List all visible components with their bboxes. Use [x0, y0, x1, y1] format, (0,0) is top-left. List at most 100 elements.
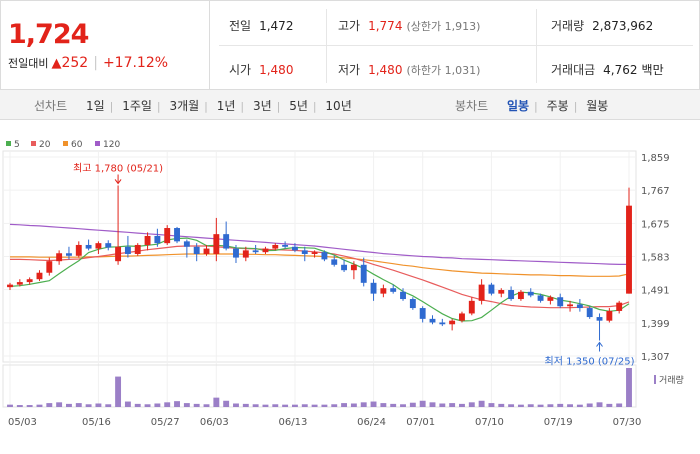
candle-body — [459, 313, 465, 321]
candle-body — [105, 243, 112, 248]
tab-separator: | — [240, 100, 245, 113]
y-tick-label: 1,583 — [641, 253, 670, 264]
volume-bar — [291, 404, 298, 407]
tab-1d[interactable]: 1일 — [85, 99, 105, 113]
tab-5y[interactable]: 5년 — [289, 99, 308, 113]
change-value: 252 — [61, 55, 89, 71]
volume-bar — [134, 403, 141, 407]
y-axis: 1,307 1,399 1,491 1,583 1,675 1,767 1,859 — [641, 153, 670, 363]
volume-bar — [223, 400, 230, 407]
candle-body — [56, 253, 63, 262]
divider — [219, 45, 693, 46]
tab-weekly[interactable]: 주봉 — [546, 99, 569, 113]
tab-1w[interactable]: 1주일 — [122, 99, 152, 113]
tab-separator: | — [312, 100, 317, 113]
stat-label: 거래대금 — [551, 63, 596, 77]
candle-body — [419, 308, 426, 319]
volume-bar — [331, 404, 338, 407]
candle-body — [498, 290, 505, 294]
candle-body — [95, 243, 102, 249]
volume-bar — [586, 403, 593, 407]
volume-bar — [350, 403, 357, 407]
legend-label-5: 5 — [14, 140, 20, 150]
volume-bar — [537, 404, 544, 407]
candle-body — [144, 235, 151, 245]
candle-body — [154, 235, 161, 244]
candlestick-chart[interactable]: 5 20 60 120 최고 1,780 (05/21) 최저 1,350 (07/25… — [0, 121, 700, 450]
stat-prev-close: 전일 1,472 — [229, 17, 293, 34]
volume-bar — [390, 403, 397, 407]
y-tick-label: 1,399 — [641, 319, 670, 330]
tab-3y[interactable]: 3년 — [252, 99, 272, 113]
volume-bar — [626, 368, 632, 407]
volume-bar — [459, 403, 465, 407]
y-tick-label: 1,675 — [641, 219, 670, 230]
volume-bar — [547, 404, 554, 407]
candle-body — [282, 244, 289, 247]
volume-bar — [527, 404, 534, 407]
tab-10y[interactable]: 10년 — [325, 99, 352, 113]
candle-body — [517, 291, 524, 300]
chart-period-tabs: 선차트 1일 | 1주일 | 3개월 | 1년 | 3년 | 5년 | 10년 봉차트 일봉… — [0, 90, 700, 120]
change-row: 전일대비 ▲252 | +17.12% — [8, 55, 168, 71]
volume-bar — [468, 402, 475, 407]
legend-label-60: 60 — [71, 140, 83, 150]
x-tick-label: 07/30 — [613, 417, 642, 428]
candle-body — [596, 317, 603, 321]
candle-body — [272, 244, 279, 249]
tab-daily[interactable]: 일봉 — [506, 99, 530, 113]
volume-bar — [252, 404, 259, 407]
grid — [2, 150, 637, 408]
candle-body — [380, 288, 387, 294]
volume-bar — [85, 404, 92, 407]
candle-body — [626, 205, 632, 294]
tab-1y[interactable]: 1년 — [216, 99, 236, 113]
y-tick-label: 1,307 — [641, 352, 670, 363]
stat-value: 1,774 — [368, 19, 403, 33]
candle-body — [203, 248, 210, 254]
candle-body — [321, 252, 328, 260]
stat-value: 1,472 — [259, 19, 294, 33]
legend-swatch-60 — [63, 141, 68, 146]
volume-legend-swatch — [654, 375, 656, 384]
volume-bar — [164, 402, 171, 407]
candle-body — [85, 244, 92, 249]
volume-bars: 거래량 — [7, 368, 684, 407]
tab-separator: | — [109, 100, 114, 113]
volume-bar — [193, 403, 200, 407]
tab-separator: | — [573, 100, 578, 113]
volume-bar — [606, 403, 613, 407]
volume-bar — [439, 403, 446, 407]
candle-body — [75, 244, 82, 256]
volume-bar — [183, 403, 190, 407]
candle-body — [164, 228, 171, 244]
y-tick-label: 1,767 — [641, 186, 670, 197]
volume-label: 거래량 — [659, 374, 684, 386]
stat-label: 거래량 — [551, 19, 585, 33]
low-annotation-arrowhead — [596, 341, 603, 347]
x-tick-label: 05/27 — [151, 417, 180, 428]
x-tick-label: 06/13 — [279, 417, 308, 428]
stat-open: 시가 1,480 — [229, 61, 293, 78]
volume-bar — [567, 404, 573, 407]
candle-body — [439, 322, 446, 325]
divider — [326, 9, 327, 83]
candle-body — [193, 246, 200, 254]
tab-monthly[interactable]: 월봉 — [586, 99, 609, 113]
volume-bar — [508, 404, 515, 407]
volume-bar — [498, 403, 505, 407]
volume-panel-border — [2, 364, 637, 408]
legend: 5 20 60 120 — [6, 140, 120, 150]
candle-body — [400, 291, 406, 300]
volume-bar — [409, 402, 416, 407]
ma5-line — [9, 237, 630, 322]
volume-bar — [46, 403, 53, 407]
tab-3m[interactable]: 3개월 — [169, 99, 200, 113]
volume-bar — [36, 404, 43, 407]
candle-body — [390, 288, 397, 292]
x-tick-label: 07/19 — [544, 417, 573, 428]
candle-chart-label: 봉차트 — [455, 99, 489, 113]
high-annotation-arrowhead — [114, 179, 122, 185]
volume-bar — [400, 404, 406, 407]
stats-grid: 전일 1,472 고가 1,774 (상한가 1,913) 거래량 2,873,962 … — [211, 1, 700, 90]
